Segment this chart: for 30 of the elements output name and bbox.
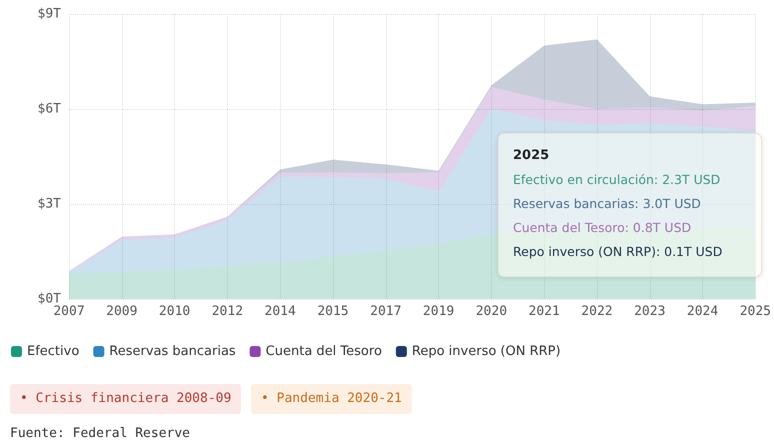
- x-tick-label: 2014: [264, 304, 296, 319]
- x-tick-label: 2009: [106, 304, 138, 319]
- legend-label: Repo inverso (ON RRP): [412, 344, 561, 359]
- y-tick-label: $3T: [38, 196, 62, 212]
- x-tick-label: 2012: [212, 304, 244, 319]
- y-tick-label: $9T: [38, 6, 62, 22]
- x-tick-label: 2022: [581, 304, 613, 319]
- source-note: Fuente: Federal Reserve: [10, 426, 190, 441]
- x-tick-label: 2007: [53, 304, 85, 319]
- x-tick-label: 2017: [370, 304, 402, 319]
- x-tick-label: 2021: [528, 304, 560, 319]
- annotation: Cuenta del Tesoro: 0.8T USD: [513, 219, 692, 237]
- annotation: Efectivo en circulación: 2.3T USD: [513, 171, 722, 189]
- annotation: 2025: [513, 147, 550, 165]
- x-tick-label: 2025: [740, 304, 772, 319]
- x-tick-label: 2023: [634, 304, 666, 319]
- x-tick-label: 2024: [686, 304, 718, 319]
- legend-label: Cuenta del Tesoro: [266, 344, 382, 359]
- x-tick-label: 2020: [476, 304, 508, 319]
- annotation: Repo inverso (ON RRP): 0.1T USD: [513, 243, 724, 261]
- x-tick-label: 2019: [422, 304, 454, 319]
- y-tick-label: $0T: [38, 292, 62, 306]
- legend-label: Efectivo: [27, 344, 80, 359]
- tag-chip: • Crisis financiera 2008-09: [10, 384, 242, 414]
- x-tick-label: 2015: [317, 304, 349, 319]
- y-tick-label: $6T: [38, 102, 62, 116]
- x-tick-label: 2010: [158, 304, 190, 319]
- tag-chip: • Pandemia 2020-21: [251, 384, 412, 414]
- legend-label: Reservas bancarias: [109, 344, 236, 359]
- annotation: Reservas bancarias: 3.0T USD: [513, 195, 702, 213]
